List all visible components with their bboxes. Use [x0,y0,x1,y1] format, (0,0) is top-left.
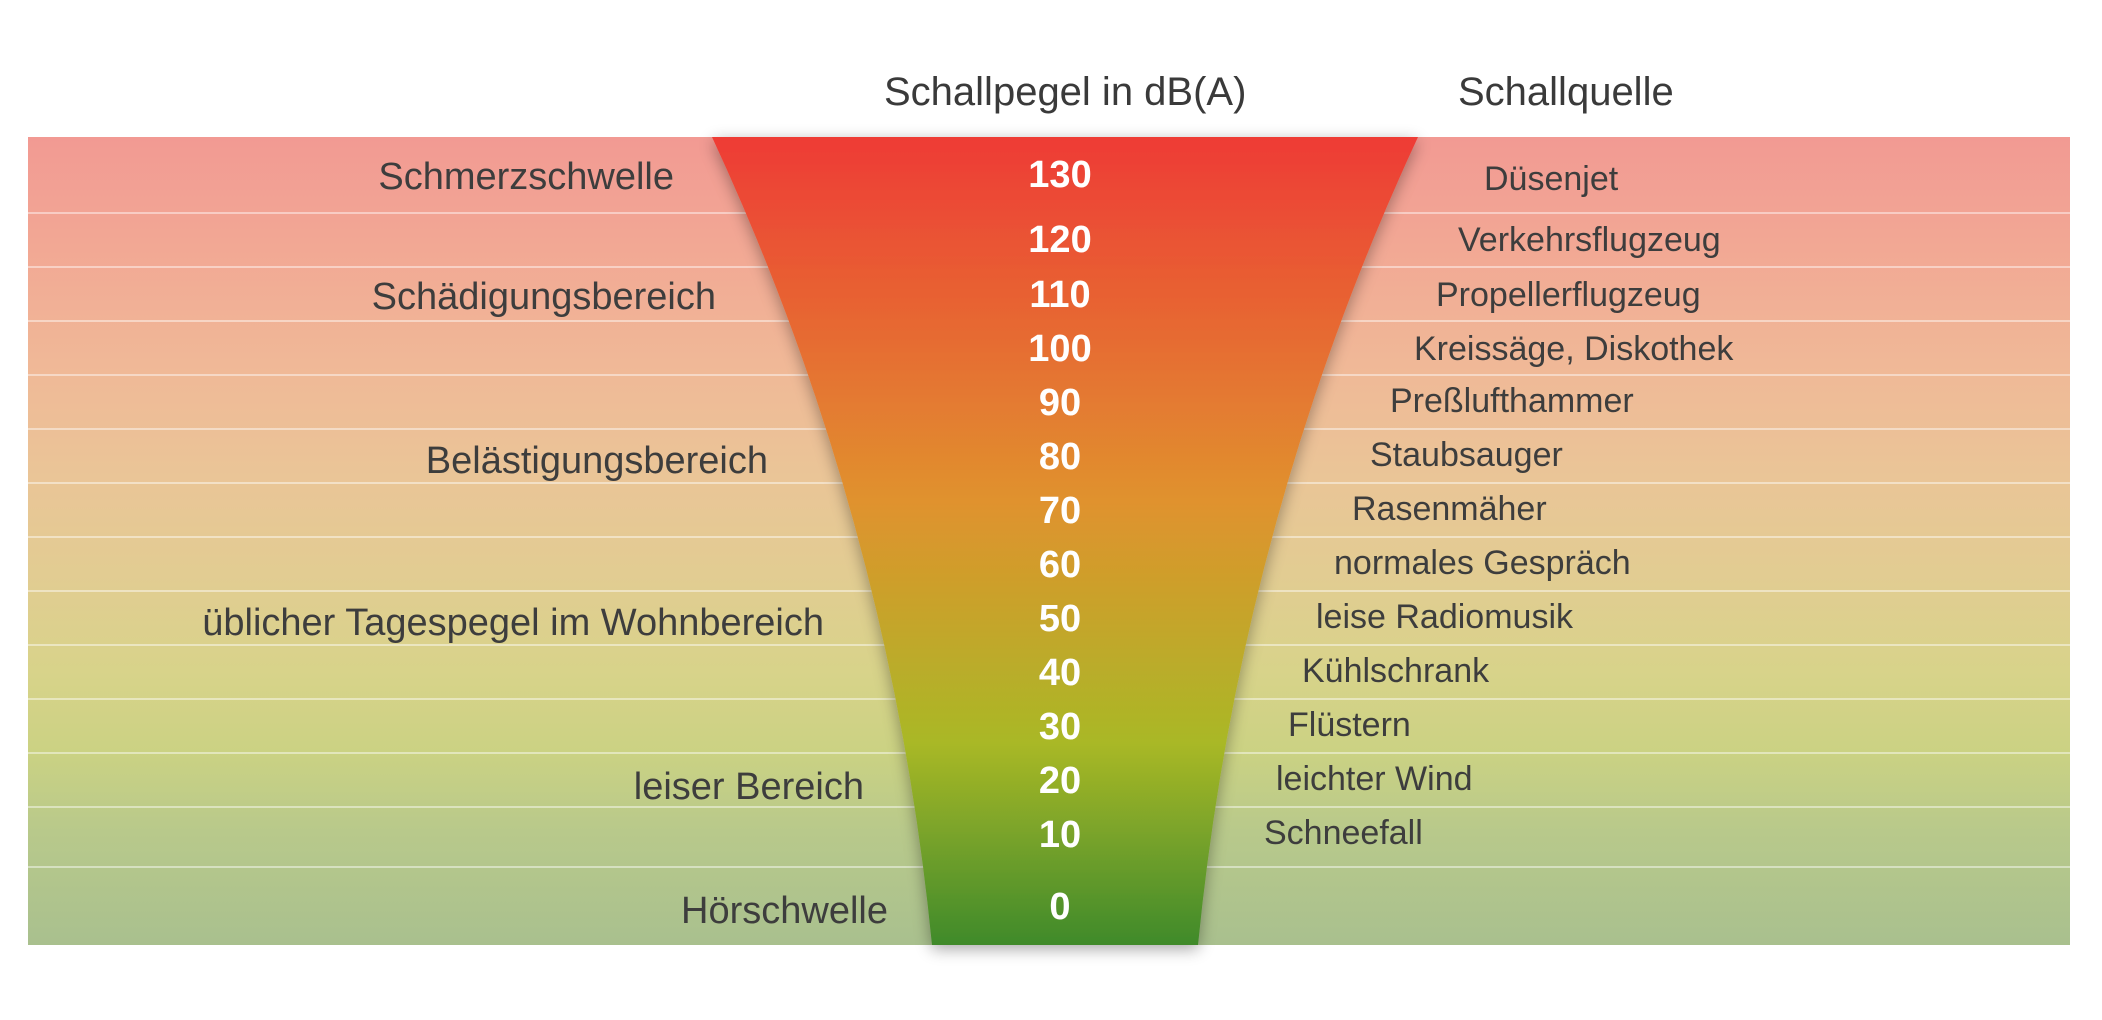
source-label: Flüstern [1288,706,1411,744]
db-value-30: 30 [1038,706,1082,748]
source-label: Propellerflugzeug [1436,276,1701,314]
source-label: Rasenmäher [1352,490,1547,528]
db-value-100: 100 [1028,328,1092,370]
db-value-10: 10 [1038,814,1082,856]
db-value-70: 70 [1038,490,1082,532]
source-label: Verkehrsflugzeug [1458,221,1721,259]
db-value-90: 90 [1038,382,1082,424]
source-label: Schneefall [1264,814,1423,852]
db-value-110: 110 [1029,274,1091,316]
source-label: leise Radiomusik [1316,598,1573,636]
db-value-60: 60 [1038,544,1082,586]
zone-label-quiet: leiser Bereich [633,766,864,808]
zone-label-annoyance: Belästigungsbereich [425,440,768,482]
header-sound-source: Schallquelle [1458,70,1674,114]
source-label: Kreissäge, Diskothek [1414,330,1734,368]
source-label: Preßlufthammer [1390,382,1634,420]
header-sound-level: Schallpegel in dB(A) [884,70,1247,114]
zone-label-daily-residential: üblicher Tagespegel im Wohnbereich [202,602,824,644]
source-label: Staubsauger [1370,436,1563,474]
db-value-80: 80 [1038,436,1082,478]
source-label: leichter Wind [1276,760,1473,798]
zone-label-damage: Schädigungsbereich [371,276,716,318]
db-value-0: 0 [1049,886,1071,928]
funnel-shape [712,137,1418,945]
db-value-120: 120 [1028,219,1092,261]
db-value-130: 130 [1028,154,1092,196]
source-label: Düsenjet [1484,160,1619,198]
source-label: normales Gespräch [1334,544,1631,582]
zone-label-pain-threshold: Schmerzschwelle [378,156,674,198]
db-value-40: 40 [1038,652,1082,694]
zone-label-hearing-threshold: Hörschwelle [681,890,888,932]
db-value-20: 20 [1038,760,1082,802]
db-value-50: 50 [1038,598,1082,640]
source-label: Kühlschrank [1302,652,1490,690]
